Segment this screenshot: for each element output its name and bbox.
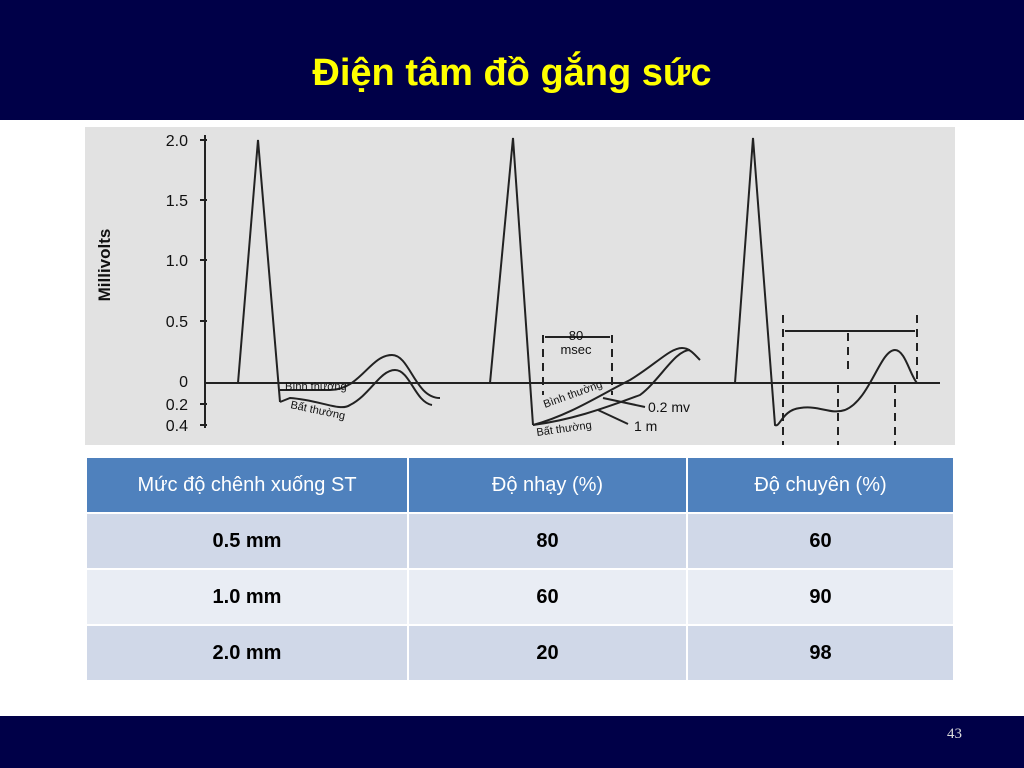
column-header: Mức độ chênh xuống ST [85, 456, 409, 514]
sensitivity-table: Mức độ chênh xuống ST Độ nhạy (%) Độ chu… [85, 456, 955, 682]
table-cell: 1.0 mm [85, 568, 409, 626]
table-cell: 80 [407, 512, 688, 570]
tick-label: 0.5 [166, 314, 188, 331]
table-cell: 60 [686, 512, 955, 570]
table-cell: 2.0 mm [85, 624, 409, 682]
header-bar: Điện tâm đồ gắng sức [0, 0, 1024, 120]
tick-label: 0.4 [166, 418, 188, 435]
annotation: 80 [569, 328, 583, 343]
footer-bar: 43 [0, 716, 1024, 768]
table-cell: 20 [407, 624, 688, 682]
annotation: 1 m [634, 418, 657, 434]
table-cell: 60 [407, 568, 688, 626]
tick-label: 0.2 [166, 397, 188, 414]
figure-background [85, 127, 955, 445]
ecg-figure: Millivolts 2.0 1.5 1.0 0.5 0 0.2 0.4 Bìn… [85, 127, 955, 445]
column-header: Độ nhạy (%) [407, 456, 688, 514]
column-header: Độ chuyên (%) [686, 456, 955, 514]
table-cell: 0.5 mm [85, 512, 409, 570]
annotation: msec [560, 342, 592, 357]
page-number: 43 [947, 726, 962, 742]
y-axis-label: Millivolts [95, 229, 114, 302]
tick-label: 1.0 [166, 253, 188, 270]
tick-label: 0 [179, 374, 188, 391]
annotation: Bình thường [285, 381, 347, 393]
annotation: 0.2 mv [648, 399, 690, 415]
table-cell: 90 [686, 568, 955, 626]
ecg-traces [200, 135, 940, 445]
tick-label: 2.0 [166, 133, 188, 150]
slide-title: Điện tâm đồ gắng sức [312, 52, 712, 94]
table-cell: 98 [686, 624, 955, 682]
tick-label: 1.5 [166, 193, 188, 210]
